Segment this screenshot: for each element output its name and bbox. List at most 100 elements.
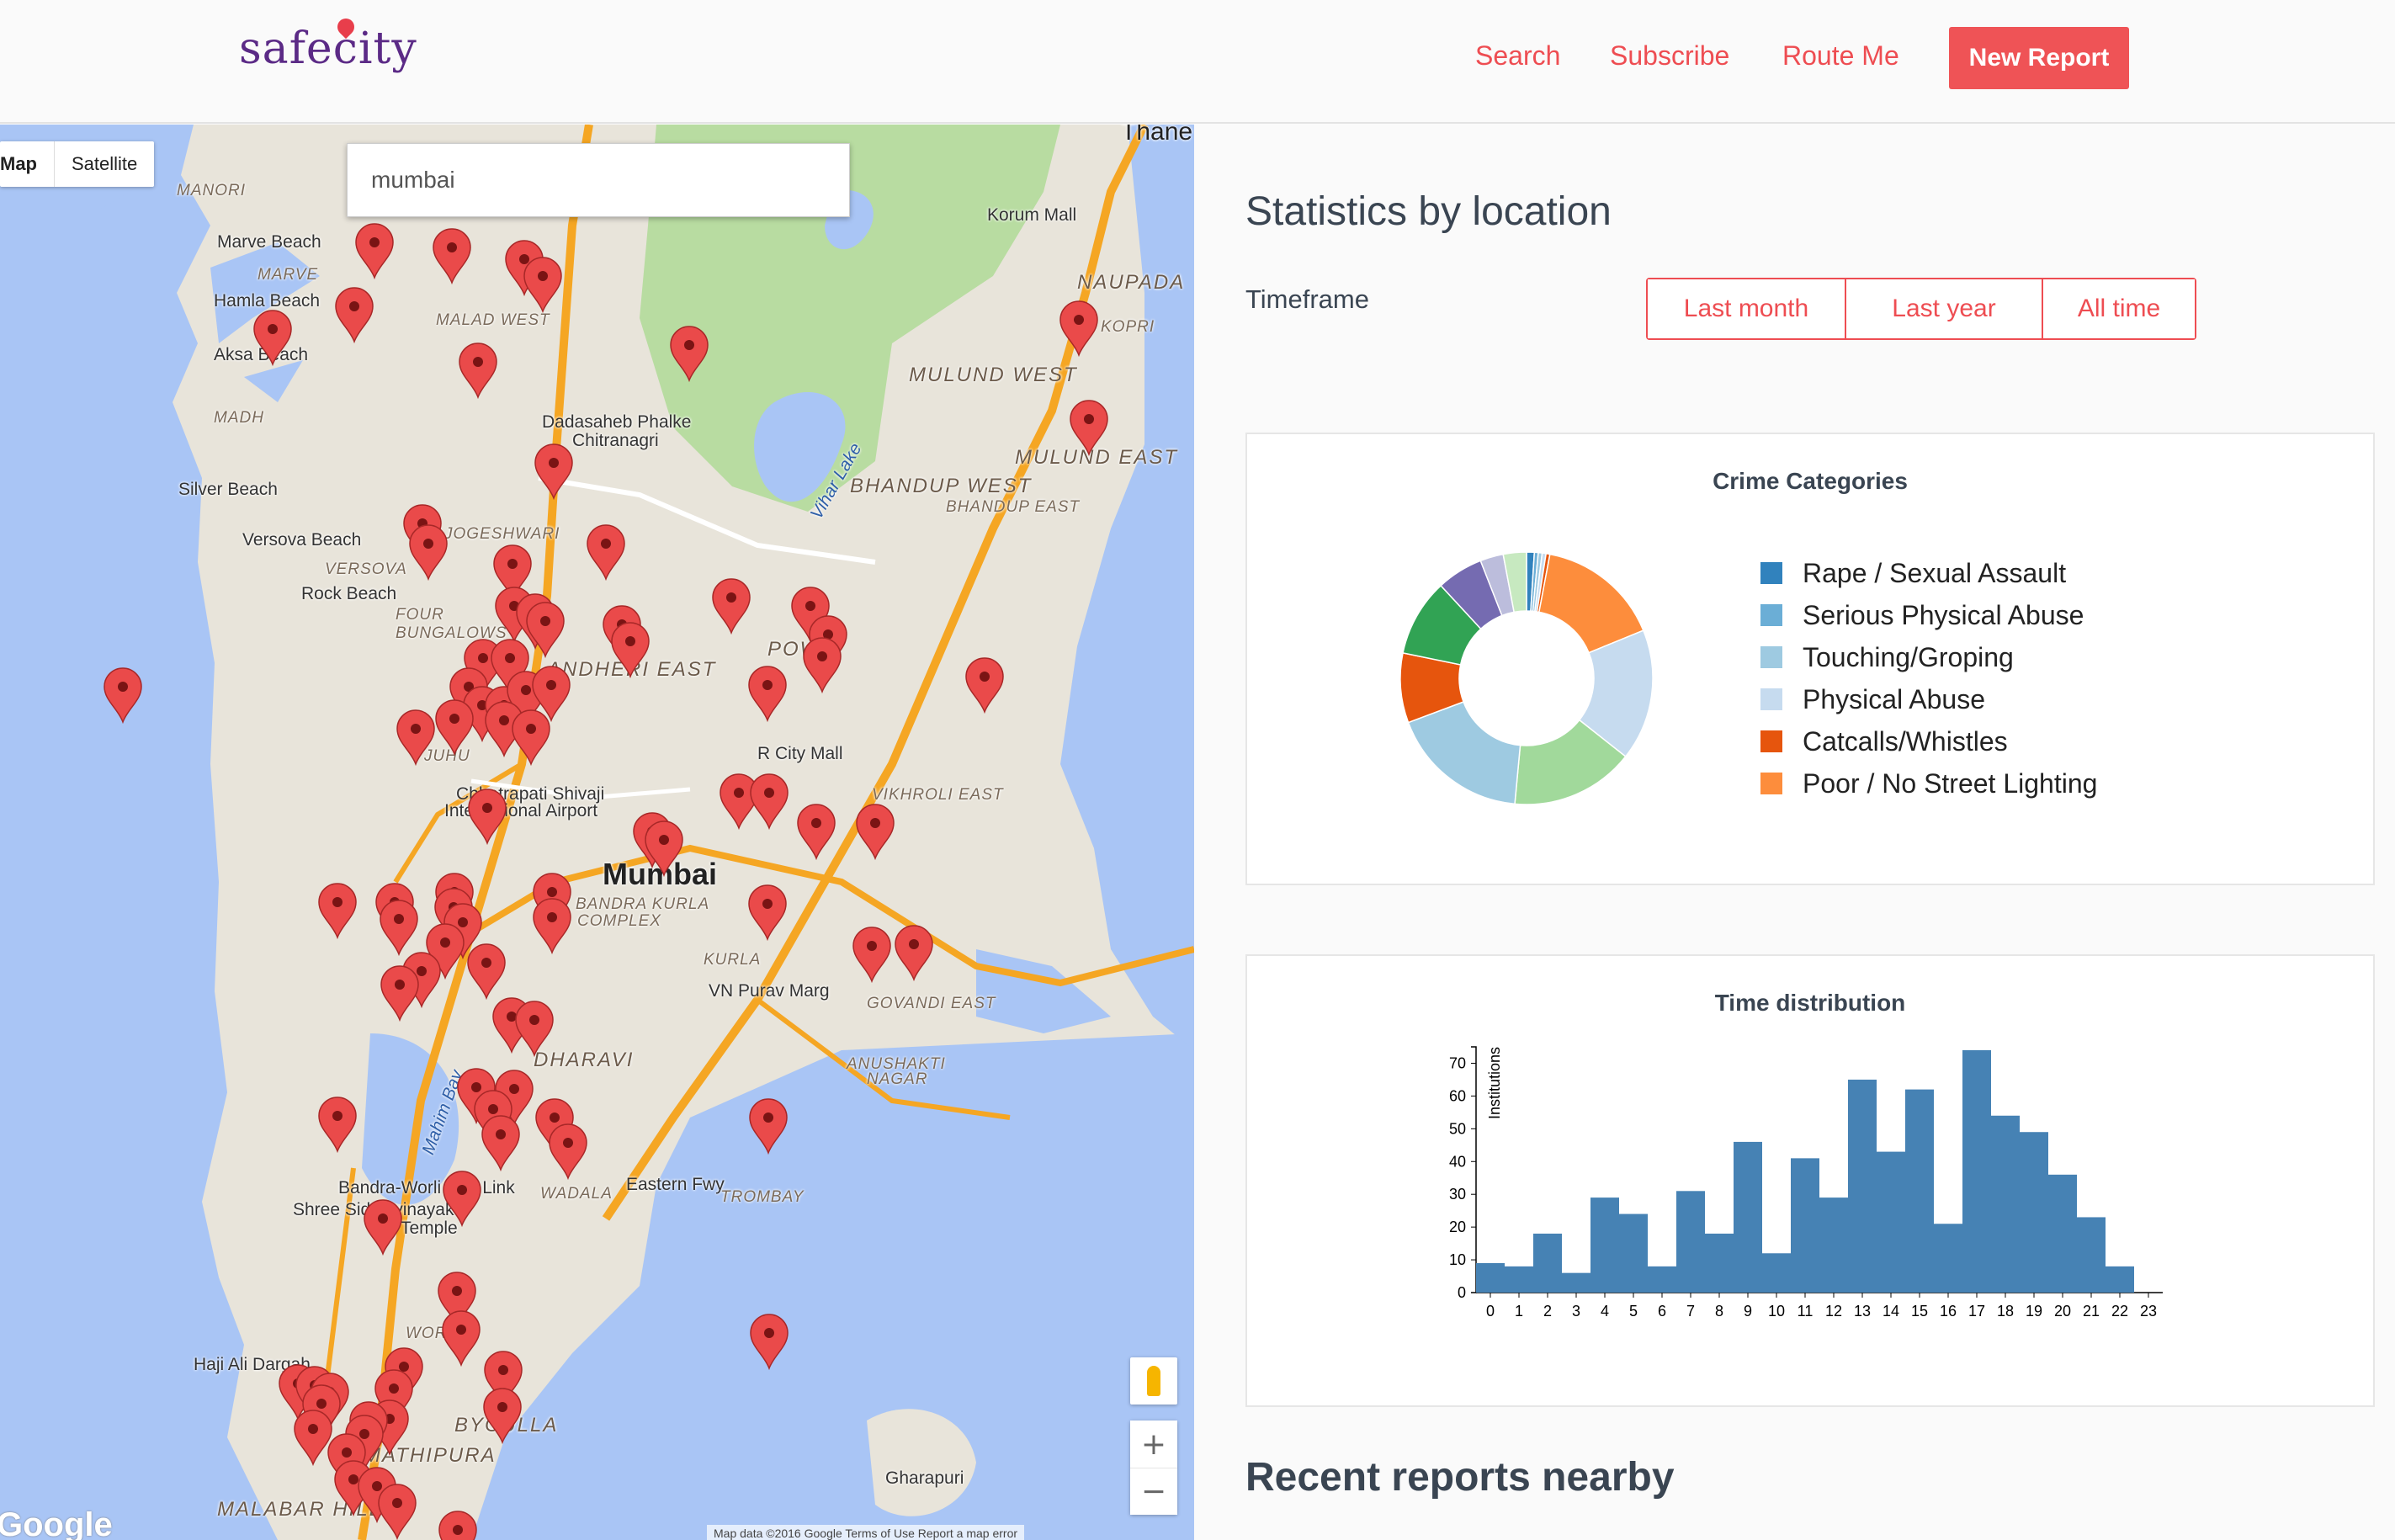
report-marker[interactable]: [318, 883, 357, 940]
report-marker[interactable]: [435, 699, 474, 757]
report-marker[interactable]: [645, 820, 683, 878]
street-view-pegman-icon[interactable]: [1130, 1357, 1177, 1405]
map-attribution[interactable]: Map data ©2016 Google Terms of Use Repor…: [707, 1525, 1025, 1540]
bar[interactable]: [1590, 1197, 1619, 1293]
report-marker[interactable]: [318, 1097, 357, 1154]
report-marker[interactable]: [797, 804, 836, 861]
map-type-map-button[interactable]: Map: [0, 153, 37, 174]
timeframe-last-month-button[interactable]: Last month: [1648, 279, 1845, 338]
report-marker[interactable]: [443, 1171, 481, 1228]
safecity-logo[interactable]: safecity: [239, 14, 417, 74]
report-marker[interactable]: [748, 666, 787, 723]
report-marker[interactable]: [467, 943, 506, 1001]
report-marker[interactable]: [483, 1388, 522, 1445]
nav-route-me[interactable]: Route Me: [1782, 40, 1899, 71]
donut-slice[interactable]: [1502, 551, 1527, 613]
report-marker[interactable]: [438, 1272, 476, 1329]
bar[interactable]: [1905, 1089, 1934, 1293]
bar[interactable]: [1848, 1079, 1877, 1293]
bar[interactable]: [1619, 1213, 1648, 1293]
bar[interactable]: [1934, 1224, 1962, 1293]
bar[interactable]: [2077, 1217, 2106, 1293]
report-marker[interactable]: [459, 343, 497, 400]
report-marker[interactable]: [380, 965, 419, 1022]
report-marker[interactable]: [426, 923, 465, 980]
timeframe-all-time-button[interactable]: All time: [2042, 279, 2195, 338]
bar[interactable]: [1762, 1253, 1791, 1293]
report-marker[interactable]: [294, 1410, 332, 1467]
report-marker[interactable]: [374, 1369, 413, 1426]
report-marker[interactable]: [532, 666, 571, 723]
x-tick-label: 8: [1715, 1303, 1723, 1320]
bar[interactable]: [2106, 1266, 2134, 1293]
report-marker[interactable]: [533, 898, 571, 955]
bar[interactable]: [1562, 1272, 1590, 1293]
report-marker[interactable]: [484, 1351, 523, 1408]
report-marker[interactable]: [1059, 300, 1098, 358]
report-marker[interactable]: [396, 709, 435, 767]
report-marker[interactable]: [512, 709, 550, 767]
bar[interactable]: [1791, 1158, 1819, 1293]
report-marker[interactable]: [670, 326, 709, 383]
new-report-button[interactable]: New Report: [1949, 27, 2129, 89]
zoom-out-button[interactable]: −: [1130, 1468, 1177, 1515]
report-marker[interactable]: [587, 524, 625, 581]
bar[interactable]: [1505, 1266, 1533, 1293]
map-search-input[interactable]: [347, 143, 850, 217]
zoom-in-button[interactable]: +: [1130, 1421, 1177, 1468]
bar[interactable]: [1676, 1191, 1705, 1293]
report-marker[interactable]: [491, 639, 529, 696]
bar[interactable]: [1533, 1233, 1562, 1293]
report-marker[interactable]: [409, 524, 448, 581]
map[interactable]: Map Satellite Thane Korum Mall NAUPADA KOPR…: [0, 125, 1194, 1540]
bar[interactable]: [1962, 1049, 1991, 1293]
report-marker[interactable]: [549, 1123, 587, 1181]
report-marker[interactable]: [749, 1098, 788, 1155]
bar[interactable]: [1991, 1115, 2020, 1293]
bar[interactable]: [2048, 1174, 2077, 1293]
report-marker[interactable]: [355, 223, 394, 280]
map-type-satellite-button[interactable]: Satellite: [54, 141, 154, 187]
report-marker[interactable]: [253, 310, 292, 367]
report-marker[interactable]: [534, 443, 573, 501]
report-marker[interactable]: [481, 1115, 520, 1172]
report-marker[interactable]: [523, 257, 562, 314]
report-marker[interactable]: [526, 602, 565, 659]
report-marker[interactable]: [468, 789, 507, 846]
report-marker[interactable]: [433, 228, 471, 285]
report-marker[interactable]: [748, 884, 787, 942]
report-marker[interactable]: [965, 657, 1004, 714]
report-marker[interactable]: [380, 900, 418, 957]
timeframe-label: Timeframe: [1245, 284, 1369, 314]
report-marker[interactable]: [104, 667, 142, 725]
report-marker[interactable]: [856, 804, 895, 861]
report-marker[interactable]: [438, 1511, 477, 1540]
bar[interactable]: [1734, 1141, 1762, 1293]
map-label: NAGAR: [867, 1070, 928, 1088]
report-marker[interactable]: [378, 1484, 417, 1540]
report-marker[interactable]: [803, 637, 842, 694]
report-marker[interactable]: [895, 925, 933, 982]
report-marker[interactable]: [750, 1314, 789, 1371]
nav-subscribe[interactable]: Subscribe: [1610, 40, 1730, 71]
report-marker[interactable]: [493, 544, 532, 602]
bar[interactable]: [1877, 1151, 1905, 1293]
bar[interactable]: [1705, 1233, 1734, 1293]
bar[interactable]: [2020, 1132, 2048, 1293]
report-marker[interactable]: [712, 578, 751, 635]
bar[interactable]: [1476, 1262, 1505, 1293]
donut-slice[interactable]: [1407, 701, 1521, 805]
zoom-control: + −: [1130, 1421, 1177, 1515]
nav-search[interactable]: Search: [1475, 40, 1561, 71]
report-marker[interactable]: [335, 287, 374, 344]
report-marker[interactable]: [364, 1199, 402, 1256]
report-marker[interactable]: [515, 1001, 554, 1058]
report-marker[interactable]: [442, 1310, 481, 1367]
report-marker[interactable]: [611, 622, 650, 679]
report-marker[interactable]: [852, 927, 891, 984]
report-marker[interactable]: [750, 773, 789, 831]
bar[interactable]: [1819, 1197, 1848, 1293]
bar[interactable]: [1648, 1266, 1676, 1293]
timeframe-last-year-button[interactable]: Last year: [1845, 279, 2042, 338]
report-marker[interactable]: [1070, 400, 1108, 457]
